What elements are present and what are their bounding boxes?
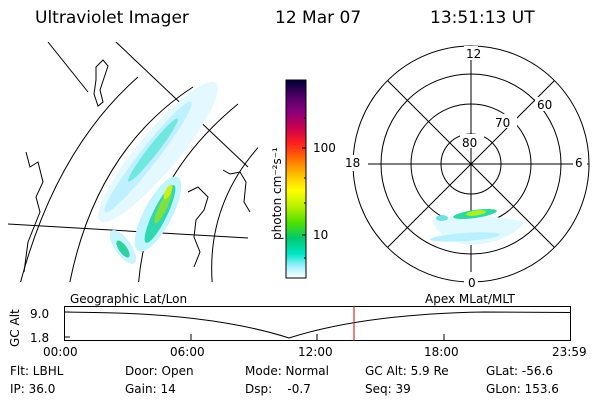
colorbar-gradient <box>285 79 307 279</box>
colorbar-tick-100: 100 <box>313 141 336 155</box>
colorbar-unit-label: photon cm⁻²s⁻¹ <box>270 147 284 240</box>
altitude-timeline <box>64 306 571 341</box>
timeline-axis-title: GC Alt <box>8 309 22 347</box>
mode-value: Mode: Normal <box>245 364 329 378</box>
timeline-xtick-2359: 23:59 <box>552 345 587 359</box>
timeline-xtick-1800: 18:00 <box>424 345 459 359</box>
timeline-left-label: Geographic Lat/Lon <box>70 292 188 306</box>
timeline-ytick-high: 9.0 <box>30 307 50 321</box>
mlt-label-0: 0 <box>468 276 476 290</box>
colorbar-tick-10: 10 <box>313 228 329 242</box>
mlt-label-6: 6 <box>575 156 583 170</box>
timeline-xtick-1200: 12:00 <box>298 345 333 359</box>
seq-value: Seq: 39 <box>365 382 411 396</box>
lat-label-70: 70 <box>495 116 511 130</box>
lat-label-80: 80 <box>462 136 478 150</box>
ip-value: IP: 36.0 <box>10 382 56 396</box>
colorbar <box>285 79 307 279</box>
aurora-emission <box>98 81 218 265</box>
time-label: 13:51:13 UT <box>430 8 535 28</box>
coastline-2 <box>23 151 44 273</box>
gain-value: Gain: 14 <box>125 382 176 396</box>
lat-arc-4 <box>211 146 258 282</box>
gc-alt-value: GC Alt: 5.9 Re <box>365 364 449 378</box>
mlt-label-12: 12 <box>466 47 482 61</box>
lon-line-1 <box>8 223 249 239</box>
meridian-diag-2 <box>387 80 555 248</box>
lat-label-60: 60 <box>537 98 553 112</box>
glat-value: GLat: -56.6 <box>486 364 553 378</box>
filter-value: Flt: LBHL <box>10 364 64 378</box>
altitude-curve <box>64 311 571 339</box>
door-value: Door: Open <box>125 364 194 378</box>
app-title: Ultraviolet Imager <box>35 8 189 28</box>
coastline-1 <box>93 59 109 107</box>
glon-value: GLon: 153.6 <box>486 382 559 396</box>
timeline-ytick-low: 1.8 <box>30 331 50 345</box>
timeline-right-label: Apex MLat/MLT <box>425 292 515 306</box>
mlt-label-18: 18 <box>345 156 361 170</box>
lat-arc-1 <box>20 76 139 282</box>
timeline-xtick-0600: 06:00 <box>170 345 205 359</box>
geographic-map <box>8 42 258 282</box>
coastline-3 <box>222 169 251 213</box>
polar-plot <box>340 45 590 286</box>
polar-aurora <box>430 208 525 245</box>
date-label: 12 Mar 07 <box>275 8 362 28</box>
dsp-value: Dsp: -0.7 <box>245 382 311 396</box>
lat-arc-2 <box>69 86 194 282</box>
timeline-xtick-0000: 00:00 <box>43 345 78 359</box>
coastline-4 <box>187 186 209 268</box>
lon-line-3 <box>47 42 89 93</box>
